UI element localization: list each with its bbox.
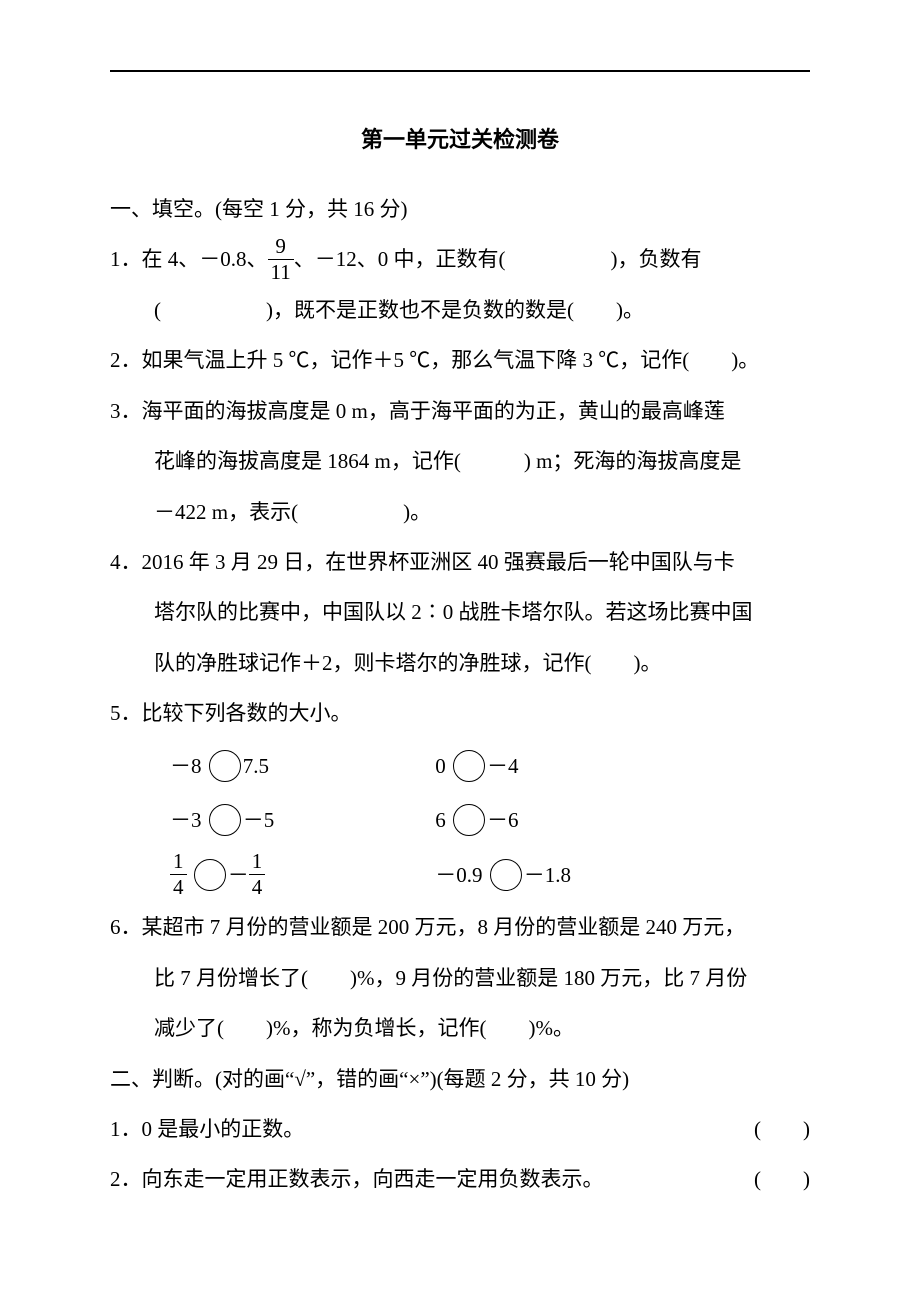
cmp-3-2-a: －0.9 [435,863,488,887]
circle-icon [490,859,522,891]
s2-q1-text: 1．0 是最小的正数。 [110,1117,304,1141]
exam-page: 第一单元过关检测卷 一、填空。(每空 1 分，共 16 分) 1．在 4、－0.… [0,0,920,1245]
s2-q1-paren: ( ) [754,1104,810,1154]
circle-icon [453,750,485,782]
cmp-1-1-a: －8 [170,754,207,778]
q1-line2: ( )，既不是正数也不是负数的数是( )。 [110,285,810,335]
cmp-2-1-b: －5 [243,808,275,832]
cmp-2-2-b: －6 [487,808,519,832]
cmp-2-1-a: －3 [170,808,207,832]
q1-text-b: 、－12、0 中，正数有( )，负数有 [294,247,702,271]
s2-q1: 1．0 是最小的正数。 ( ) [110,1104,810,1154]
cmp-row-2: －3 －5 6 －6 [110,793,810,848]
cmp31-num1: 1 [170,851,187,875]
cmp-3-2-b: －1.8 [524,863,571,887]
cmp-2-2-a: 6 [435,808,451,832]
section1-heading: 一、填空。(每空 1 分，共 16 分) [110,184,810,234]
cmp-2-1: －3 －5 [170,793,430,848]
q3-line1: 3．海平面的海拔高度是 0 m，高于海平面的为正，黄山的最高峰莲 [110,386,810,436]
cmp-3-2: －0.9 －1.8 [435,848,695,903]
cmp-2-2: 6 －6 [435,793,695,848]
circle-icon [194,859,226,891]
q5-heading: 5．比较下列各数的大小。 [110,688,810,738]
cmp31-num2: 1 [249,851,266,875]
cmp-1-2-b: －4 [487,754,519,778]
q1-frac-den: 11 [268,260,294,283]
header-rule [110,70,810,72]
cmp-1-2-a: 0 [435,754,451,778]
cmp-3-1: 14 －14 [170,848,430,903]
q1-fraction: 911 [268,236,294,283]
q3-line2: 花峰的海拔高度是 1864 m，记作( ) m；死海的海拔高度是 [110,436,810,486]
q4-line1: 4．2016 年 3 月 29 日，在世界杯亚洲区 40 强赛最后一轮中国队与卡 [110,537,810,587]
cmp-3-1-frac1: 14 [170,851,187,898]
q6-line3: 减少了( )%，称为负增长，记作( )%。 [110,1003,810,1053]
q1-frac-num: 9 [268,236,294,260]
cmp31-den1: 4 [170,875,187,898]
circle-icon [209,804,241,836]
s2-q2: 2．向东走一定用正数表示，向西走一定用负数表示。 ( ) [110,1154,810,1204]
cmp-3-1-frac2: 14 [249,851,266,898]
q6-line1: 6．某超市 7 月份的营业额是 200 万元，8 月份的营业额是 240 万元， [110,902,810,952]
q6-line2: 比 7 月份增长了( )%，9 月份的营业额是 180 万元，比 7 月份 [110,953,810,1003]
circle-icon [453,804,485,836]
cmp-1-1-b: 7.5 [243,754,269,778]
page-title: 第一单元过关检测卷 [110,122,810,154]
cmp-1-2: 0 －4 [435,739,695,794]
cmp-1-1: －8 7.5 [170,739,430,794]
circle-icon [209,750,241,782]
q1-line1: 1．在 4、－0.8、911、－12、0 中，正数有( )，负数有 [110,234,810,285]
cmp-3-1-mid: － [228,863,249,887]
q4-line3: 队的净胜球记作＋2，则卡塔尔的净胜球，记作( )。 [110,638,810,688]
section2-heading: 二、判断。(对的画“√”，错的画“×”)(每题 2 分，共 10 分) [110,1054,810,1104]
s2-q2-text: 2．向东走一定用正数表示，向西走一定用负数表示。 [110,1167,604,1191]
q3-line3: －422 m，表示( )。 [110,487,810,537]
q2-line: 2．如果气温上升 5 ℃，记作＋5 ℃，那么气温下降 3 ℃，记作( )。 [110,335,810,385]
cmp-row-1: －8 7.5 0 －4 [110,739,810,794]
q1-text-a: 1．在 4、－0.8、 [110,247,268,271]
s2-q2-paren: ( ) [754,1154,810,1204]
cmp31-den2: 4 [249,875,266,898]
cmp-row-3: 14 －14 －0.9 －1.8 [110,848,810,903]
q4-line2: 塔尔队的比赛中，中国队以 2∶0 战胜卡塔尔队。若这场比赛中国 [110,587,810,637]
